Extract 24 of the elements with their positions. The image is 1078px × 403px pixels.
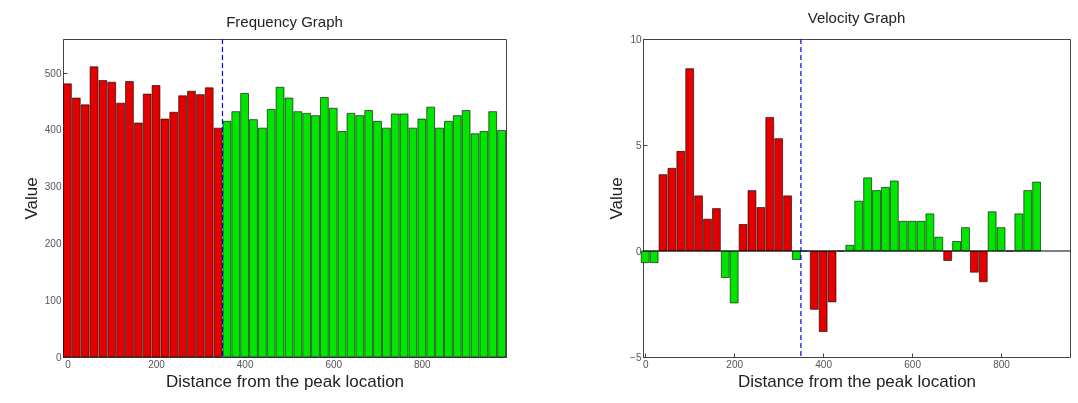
y-axis-title: Value [607,177,627,220]
y-tick-label: 500 [44,67,62,79]
y-tick-label: 100 [44,294,62,306]
y-tick-label: 10 [630,33,642,45]
chart-title: Velocity Graph [807,9,906,26]
x-tick-label: 400 [236,358,254,370]
x-tick-label: 600 [904,358,922,370]
x-tick-label: 800 [413,358,432,370]
x-tick-label: 600 [325,358,343,370]
y-axis-title: Value [21,177,41,220]
y-tick-label: −5 [630,351,642,363]
x-tick-label: 0 [65,358,72,370]
y-tick-label: 400 [44,124,62,136]
x-axis-title: Distance from the peak location [737,371,977,391]
chart-title: Frequency Graph [226,13,343,31]
x-axis-title: Distance from the peak location [165,371,405,391]
x-tick-label: 800 [993,358,1011,370]
x-tick-label: 400 [815,358,833,370]
y-tick-label: 200 [44,237,62,249]
y-tick-label: 5 [635,139,642,151]
x-tick-label: 200 [726,358,744,370]
x-tick-label: 200 [148,358,166,370]
y-tick-label: 300 [44,181,62,193]
y-tick-label: 0 [635,245,642,257]
